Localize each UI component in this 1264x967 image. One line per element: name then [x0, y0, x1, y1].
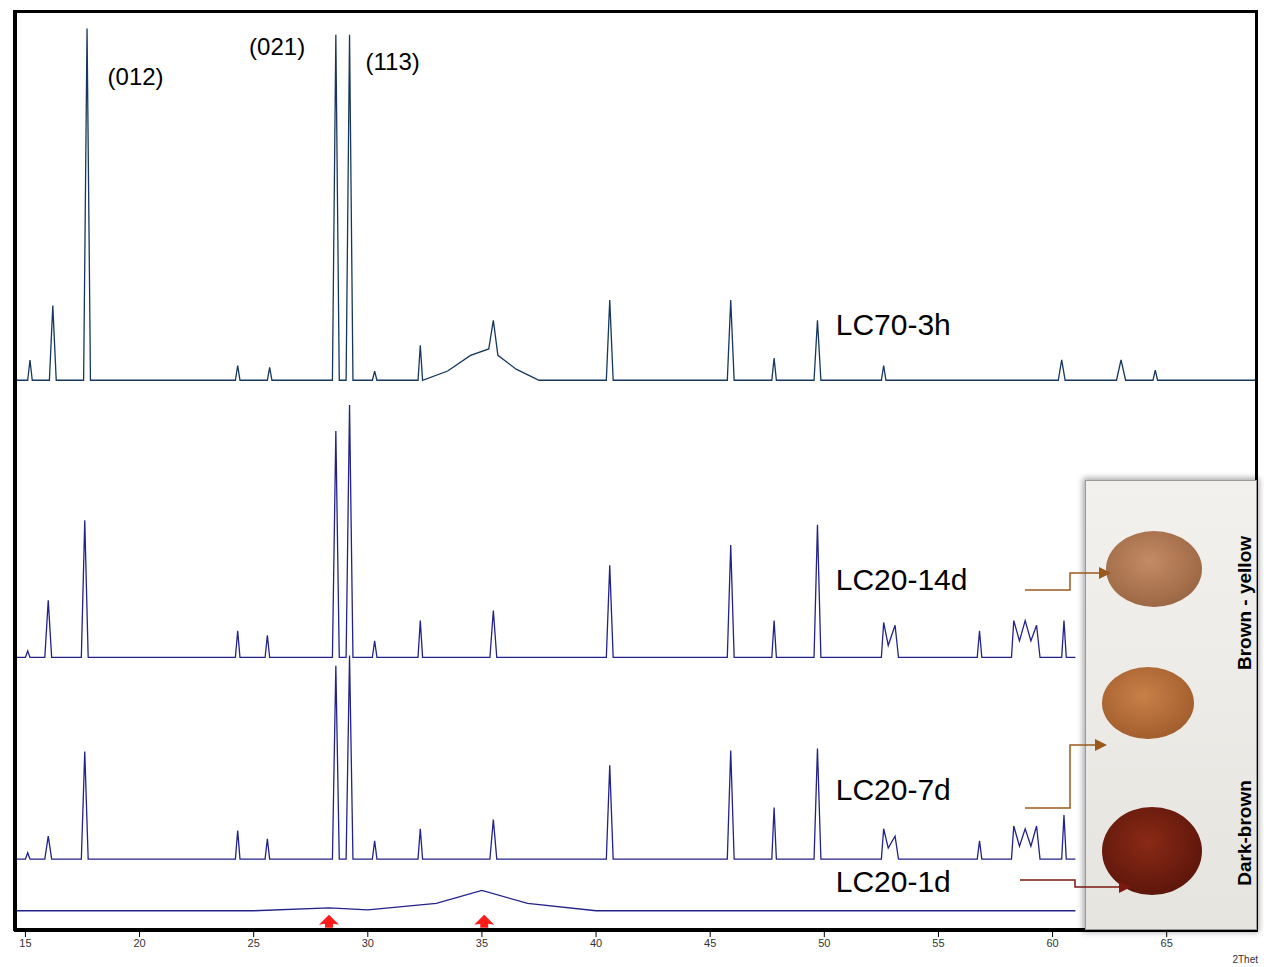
svg-text:35: 35	[476, 937, 488, 949]
svg-text:65: 65	[1161, 937, 1173, 949]
svg-text:2Thet: 2Thet	[1232, 954, 1258, 965]
svg-text:LC20-7d: LC20-7d	[836, 773, 951, 806]
svg-text:50: 50	[818, 937, 830, 949]
svg-text:LC20-1d: LC20-1d	[836, 865, 951, 898]
svg-text:25: 25	[248, 937, 260, 949]
svg-text:Brown - yellow: Brown - yellow	[1234, 536, 1255, 670]
svg-text:40: 40	[590, 937, 602, 949]
svg-text:60: 60	[1046, 937, 1058, 949]
svg-text:Dark-brown: Dark-brown	[1234, 780, 1255, 886]
svg-text:15: 15	[19, 937, 31, 949]
svg-text:LC20-14d: LC20-14d	[836, 563, 968, 596]
svg-text:(012): (012)	[108, 63, 164, 90]
svg-text:45: 45	[704, 937, 716, 949]
svg-text:20: 20	[133, 937, 145, 949]
svg-text:55: 55	[932, 937, 944, 949]
svg-text:(021): (021)	[249, 33, 305, 60]
svg-text:LC70-3h: LC70-3h	[836, 308, 951, 341]
svg-text:30: 30	[362, 937, 374, 949]
svg-text:(113): (113)	[366, 48, 420, 75]
